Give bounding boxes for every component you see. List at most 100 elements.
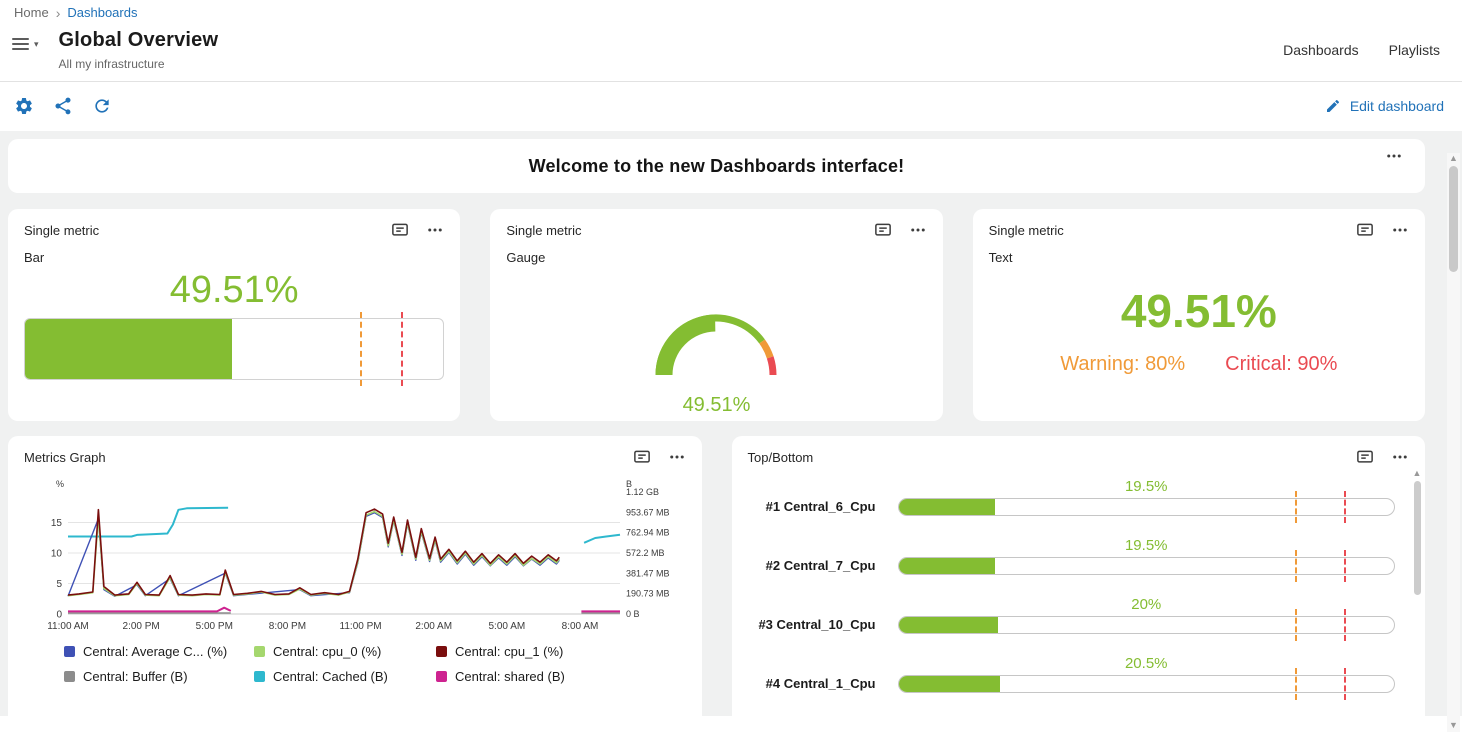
legend-label: Central: Buffer (B) [83,669,188,684]
svg-text:2:00 AM: 2:00 AM [415,621,452,632]
bar-fill [898,617,998,633]
legend-color-chip [64,646,75,657]
metric-bar-track [24,312,445,386]
welcome-text: Welcome to the new Dashboards interface! [528,155,905,176]
chevron-down-icon: ▾ [34,38,39,49]
page-subtitle: All my infrastructure [58,57,165,71]
svg-text:190.73 MB: 190.73 MB [626,589,670,599]
title-block: Global Overview All my infrastructure [59,29,219,71]
gauge-svg [655,314,777,376]
svg-text:8:00 AM: 8:00 AM [562,621,599,632]
display-icon[interactable] [874,221,892,239]
svg-text:5:00 AM: 5:00 AM [489,621,526,632]
tab-playlists[interactable]: Playlists [1388,42,1440,58]
svg-text:381.47 MB: 381.47 MB [626,568,670,578]
top-bottom-row-value: 20% [1131,596,1162,613]
edit-dashboard-label: Edit dashboard [1349,98,1444,114]
bar-warning-line [1294,550,1297,582]
scroll-down-icon[interactable]: ▼ [1449,720,1458,730]
top-bottom-bar-track [897,668,1395,700]
more-options-icon[interactable] [1391,221,1409,239]
display-icon[interactable] [391,221,409,239]
share-icon[interactable] [53,96,73,116]
top-bottom-row-label: #2 Central_7_Cpu [765,558,876,573]
refresh-icon[interactable] [92,96,112,116]
bar-fill [898,499,996,515]
page-scrollbar[interactable]: ▲ ▼ [1447,153,1460,732]
panel-header: Single metric [506,221,926,239]
legend-label: Central: cpu_0 (%) [273,644,382,659]
bottom-row: Metrics Graph 0 5 10 15% 0 B 190.73 MB 381.47 … [8,436,1425,734]
more-options-icon[interactable] [668,448,686,466]
panel-scrollbar[interactable]: ▲ [1412,468,1422,726]
top-bottom-row: #2 Central_7_Cpu 19.5% [748,537,1395,582]
bar-warning-line [1294,609,1297,641]
metric-value: 49.51% [1120,285,1277,337]
bar-warning-line [1294,668,1297,700]
dashboard-content: Welcome to the new Dashboards interface!… [0,131,1462,734]
bar-warning-line [1294,491,1297,523]
top-bottom-row-label: #4 Central_1_Cpu [765,676,876,691]
single-metric-row: Single metric Bar 49.51% Single metric [8,209,1425,421]
display-icon[interactable] [1356,448,1374,466]
panel-subtitle: Gauge [506,250,546,265]
top-bottom-rows: #1 Central_6_Cpu 19.5% #2 Central_7_Cpu 19.… [748,478,1410,700]
gauge-wrap: 49.51% [506,267,926,417]
svg-text:5:00 PM: 5:00 PM [196,621,233,632]
legend-item[interactable]: Central: cpu_0 (%) [254,644,436,659]
bar-critical-line [1344,609,1347,641]
more-options-icon[interactable] [1385,147,1403,165]
tab-dashboards[interactable]: Dashboards [1283,42,1359,58]
scroll-up-icon[interactable]: ▲ [1449,153,1458,163]
panel-header: Single metric [989,221,1409,239]
top-bottom-bar-track [897,550,1395,582]
legend-label: Central: cpu_1 (%) [455,644,564,659]
panel-subtitle: Text [988,250,1013,265]
top-bottom-row-value: 19.5% [1124,478,1168,495]
legend-item[interactable]: Central: Average C... (%) [64,644,254,659]
hamburger-icon [12,38,29,50]
more-options-icon[interactable] [909,221,927,239]
scrollbar-thumb[interactable] [1413,481,1421,595]
legend-item[interactable]: Central: cpu_1 (%) [436,644,686,659]
breadcrumb-home-link[interactable]: Home [14,5,49,20]
legend-color-chip [254,646,265,657]
legend-item[interactable]: Central: Cached (B) [254,669,436,684]
legend-label: Central: Cached (B) [273,669,388,684]
dashboard-toolbar: Edit dashboard [0,82,1462,131]
bar-critical-line [1344,550,1347,582]
panel-title: Single metric [988,222,1064,238]
metrics-graph-legend: Central: Average C... (%) Central: cpu_0 … [64,644,686,684]
legend-item[interactable]: Central: Buffer (B) [64,669,254,684]
thresholds-row: Warning: 80% Critical: 90% [989,353,1409,376]
display-icon[interactable] [1356,221,1374,239]
more-options-icon[interactable] [426,221,444,239]
metric-value: 49.51% [169,269,299,311]
svg-text:953.67 MB: 953.67 MB [626,507,670,517]
panel-title: Single metric [24,222,100,238]
sidebar-menu-button[interactable]: ▾ [12,38,39,50]
breadcrumb-dashboards-link[interactable]: Dashboards [67,5,138,20]
display-icon[interactable] [633,448,651,466]
legend-color-chip [254,671,265,682]
chevron-right-icon: › [55,4,61,21]
svg-text:11:00 PM: 11:00 PM [340,621,382,632]
settings-icon[interactable] [14,96,34,116]
svg-text:11:00 AM: 11:00 AM [47,621,89,632]
legend-label: Central: shared (B) [455,669,565,684]
legend-item[interactable]: Central: shared (B) [436,669,686,684]
top-bottom-row-value: 19.5% [1124,537,1168,554]
header-nav: Dashboards Playlists [1283,42,1440,58]
page-header: ▾ Global Overview All my infrastructure … [0,22,1462,82]
svg-text:1.12 GB: 1.12 GB [626,487,659,497]
scrollbar-thumb[interactable] [1449,166,1458,272]
svg-text:2:00 PM: 2:00 PM [123,621,160,632]
more-options-icon[interactable] [1391,448,1409,466]
panel-title: Metrics Graph [24,449,106,465]
edit-dashboard-button[interactable]: Edit dashboard [1325,98,1444,114]
bar-critical-line [401,312,404,386]
bar-fill [25,319,233,379]
scroll-up-icon[interactable]: ▲ [1412,468,1422,478]
single-metric-gauge-panel: Single metric Gauge 49.51% [490,209,943,421]
